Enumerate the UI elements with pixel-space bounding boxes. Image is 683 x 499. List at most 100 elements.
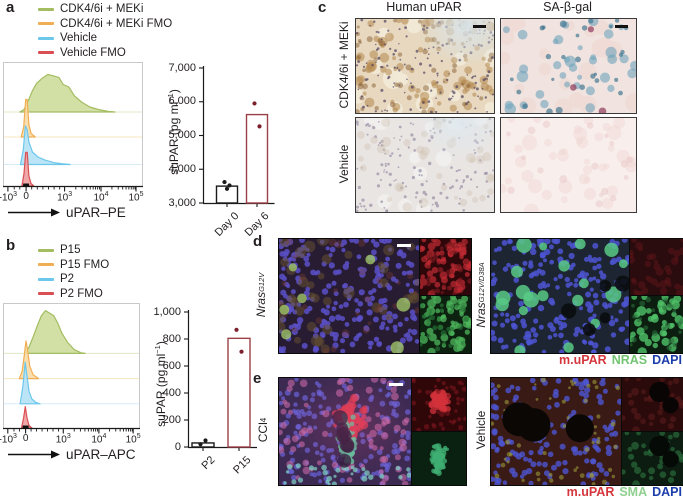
flow-b-xaxis-text: uPAR–APC <box>66 447 136 462</box>
legend-item: Vehicle FMO <box>38 46 172 61</box>
panel-e-label: e <box>253 370 262 387</box>
axis-tick-label: -103 <box>0 433 17 446</box>
legend-swatch <box>38 22 54 26</box>
bar-ytick-label: 800 <box>162 332 181 345</box>
nras-d38a-label-base: Nras <box>474 302 488 328</box>
micrograph-upar-treated <box>355 18 495 114</box>
flow-b-xticks: -103 0 103 104 105 <box>0 433 141 447</box>
legend-item: P15 FMO <box>38 258 109 273</box>
micrograph-sabgal-treated <box>500 18 637 114</box>
flow-a-xticks: -103 0 103 104 105 <box>0 191 144 205</box>
caption-sma: SMA <box>619 485 648 499</box>
panel-b-label: b <box>6 237 16 254</box>
axis-tick-label: 103 <box>55 433 71 446</box>
scale-bar <box>389 383 403 386</box>
legend-item: P2 <box>38 272 109 287</box>
caption-m-upar: m.uPAR <box>559 353 607 367</box>
bar-ytick-label: 4,000 <box>168 162 196 175</box>
legend-swatch <box>38 36 54 40</box>
legend-swatch <box>38 51 54 55</box>
legend-label: P15 FMO <box>60 258 110 271</box>
fluorescence-inset-upar-d38a <box>629 238 683 296</box>
axis-tick-label: 103 <box>57 191 73 204</box>
fluorescence-inset-upar-g12v <box>419 238 472 296</box>
panel-c-row2-label: Vehicle <box>337 144 351 184</box>
fluorescence-inset-upar-vehicle <box>621 377 683 432</box>
legend-swatch <box>38 248 54 252</box>
micrograph-texture <box>420 296 471 353</box>
bar-ytick-label: 0 <box>174 440 181 453</box>
fluorescence-main-vehicle <box>490 377 622 486</box>
bar-ytick-label: 7,000 <box>168 61 196 74</box>
panel-e-row2-label: Vehicle <box>474 410 488 450</box>
panel-a-label: a <box>6 0 15 16</box>
legend-swatch <box>38 263 54 267</box>
panel-d-label: d <box>253 233 263 250</box>
caption-m-upar: m.uPAR <box>566 485 615 499</box>
micrograph-texture <box>279 239 419 353</box>
panel-b-legend: P15 P15 FMO P2 P2 FMO <box>38 243 109 301</box>
legend-swatch <box>38 277 54 281</box>
caption-dapi: DAPI <box>652 485 682 499</box>
axis-tick-label: 0 <box>22 433 29 444</box>
panel-d-row1-label: Nras G12V <box>254 238 268 352</box>
panel-c-label: c <box>318 0 327 16</box>
nras-d38a-label-sup: G12V/D38A <box>476 262 486 303</box>
micrograph-texture <box>356 118 494 212</box>
panel-e-caption: m.uPAR SMA DAPI <box>490 485 682 499</box>
fluorescence-inset-sma-ccl4 <box>411 431 467 486</box>
legend-label: Vehicle FMO <box>60 46 126 59</box>
bar-ytick-label: 6,000 <box>168 95 196 108</box>
legend-item: CDK4/6i + MEKi <box>38 2 172 17</box>
flow-a-xaxis: uPAR–PE <box>8 205 126 220</box>
legend-item: CDK4/6i + MEKi FMO <box>38 17 172 32</box>
axis-tick-label: 105 <box>128 191 144 204</box>
bar-ytick-label: 3,000 <box>168 196 196 209</box>
flow-a-xaxis-text: uPAR–PE <box>66 205 126 220</box>
micrograph-texture <box>501 118 636 212</box>
nras-label-base: Nras <box>254 291 268 318</box>
legend-item: Vehicle <box>38 31 172 46</box>
legend-swatch <box>38 7 54 11</box>
bar-chart-plot <box>184 310 257 451</box>
fluorescence-inset-nras-d38a <box>629 295 683 354</box>
micrograph-texture <box>356 19 494 113</box>
panel-e-row1-label: CCl 4 <box>256 400 270 460</box>
fluorescence-inset-upar-ccl4 <box>411 377 467 432</box>
panel-c-col2-header: SA-β-gal <box>543 0 592 14</box>
right-arrow-icon <box>8 450 60 459</box>
scale-bar <box>615 25 628 28</box>
axis-tick-label: 0 <box>23 191 29 202</box>
micrograph-texture <box>412 432 466 485</box>
bar-ytick-label: 200 <box>162 413 181 426</box>
bar-chart-a: suPAR (pg ml−1) 7,000 6,000 5,000 4,000 3,00… <box>165 55 283 245</box>
flow-histogram-plot <box>3 62 143 192</box>
bar-ytick-label: 1,000 <box>153 305 181 318</box>
micrograph-texture <box>491 378 621 485</box>
flow-b-xaxis: uPAR–APC <box>8 447 136 462</box>
scale-bar <box>473 25 486 28</box>
panel-a-legend: CDK4/6i + MEKi CDK4/6i + MEKi FMO Vehicle V… <box>38 2 172 60</box>
legend-label: CDK4/6i + MEKi FMO <box>60 17 173 30</box>
flow-histogram-plot <box>3 303 140 434</box>
micrograph-upar-vehicle <box>355 117 495 213</box>
nras-label-sup: G12V <box>256 272 266 292</box>
legend-label: CDK4/6i + MEKi <box>60 3 144 16</box>
caption-dapi: DAPI <box>652 353 682 367</box>
legend-item: P15 <box>38 243 109 258</box>
bar-chart-b: suPAR (pg ml−1) 1,000 800 600 400 200 0 P2 P15 <box>150 305 268 499</box>
legend-label: Vehicle <box>60 32 98 45</box>
panel-c-row1-label: CDK4/6i + MEKi <box>337 21 351 109</box>
axis-tick-label: 104 <box>91 433 107 446</box>
panel-c-col1-header: Human uPAR <box>386 0 462 14</box>
fluorescence-inset-nras-g12v <box>419 295 472 354</box>
legend-item: P2 FMO <box>38 287 109 302</box>
micrograph-sabgal-vehicle <box>500 117 637 213</box>
legend-label: P2 FMO <box>60 287 103 300</box>
micrograph-texture <box>501 19 636 113</box>
fluorescence-main-nras-g12v <box>278 238 420 354</box>
panel-d-caption: m.uPAR NRAS DAPI <box>490 353 682 367</box>
scale-bar <box>397 244 411 247</box>
fluorescence-inset-sma-vehicle <box>621 431 683 486</box>
